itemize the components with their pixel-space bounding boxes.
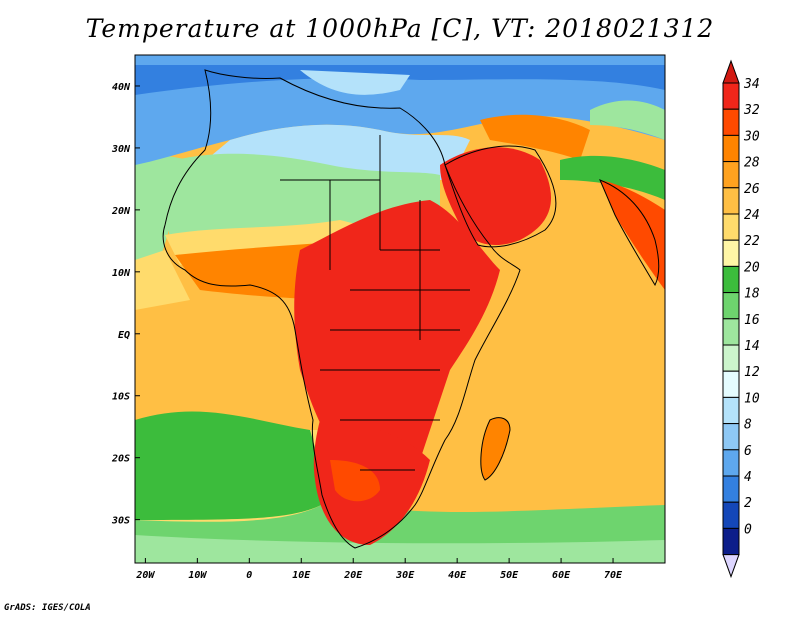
colorbar-swatch [722,344,740,372]
x-tick-label: 0 [246,570,252,581]
colorbar-label: 16 [744,313,760,328]
colorbar-swatch [722,527,740,556]
x-tick-label: 20E [343,570,363,581]
colorbar-label: 8 [744,418,752,433]
x-tick-label: 40E [448,570,467,581]
temperature-field [135,55,665,563]
x-tick-label: 70E [604,570,623,581]
colorbar-swatch [722,396,740,425]
colorbar-swatch [722,134,740,163]
x-tick-label: 10E [292,570,311,581]
colorbar-label: 18 [744,287,760,302]
x-tick-label: 10W [188,570,207,581]
colorbar-label: 2 [744,496,752,511]
colorbar-swatch [722,82,740,110]
x-axis: 20W 10W 0 10E 20E 30E 40E 50E 60E 70E [135,558,623,581]
y-tick-label: 20S [111,454,130,465]
map-title: Temperature at 1000hPa [C], VT: 20180213… [85,14,715,43]
coastlines [162,69,660,549]
x-tick-label: 60E [552,570,571,581]
colorbar-swatch [722,239,740,267]
y-tick-label: 10S [112,392,130,403]
x-tick-label: 30E [395,570,415,581]
y-tick-label: EQ [118,330,130,341]
y-tick-label: 40N [112,82,131,93]
colorbar-swatch [722,501,740,529]
credit-text: GrADS: IGES/COLA [4,603,91,613]
colorbar-swatch [722,292,740,320]
colorbar-swatch [722,449,740,477]
colorbar-label: 4 [744,470,752,485]
colorbar-label: 20 [744,260,760,275]
colorbar-label: 0 [744,522,752,537]
colorbar-label: 12 [744,365,760,380]
y-tick-label: 10N [112,268,131,279]
colorbar-label: 14 [744,339,760,354]
colorbar-label: 34 [743,77,760,92]
plot-frame [134,54,666,564]
colorbar-swatch [722,213,740,241]
colorbar-label: 32 [743,103,760,118]
colorbar-label: 26 [744,182,760,197]
colorbar-swatch [722,423,740,451]
colorbar-swatch [722,318,740,346]
colorbar-swatch [722,475,740,503]
y-tick-label: 30S [111,516,130,527]
colorbar-label: 30 [743,129,760,144]
colorbar-label: 28 [744,156,760,171]
colorbar-swatch [722,265,740,294]
colorbar-label: 6 [744,444,752,459]
y-tick-label: 20N [111,206,131,217]
colorbar-bottom-arrow [722,554,740,579]
colorbar-swatch [722,161,740,189]
y-axis: 40N 30N 20N 10N EQ 10S 20S 30S [111,82,140,527]
y-tick-label: 30N [111,144,131,155]
colorbar-label: 22 [744,234,760,249]
colorbar-swatch [722,108,740,136]
colorbar-label: 10 [744,391,760,406]
colorbar-swatch [722,187,740,215]
x-tick-label: 20W [135,570,155,581]
colorbar-top-arrow [722,59,740,84]
colorbar-label: 24 [744,208,760,223]
x-tick-label: 50E [500,570,519,581]
colorbar-swatch [722,370,740,398]
